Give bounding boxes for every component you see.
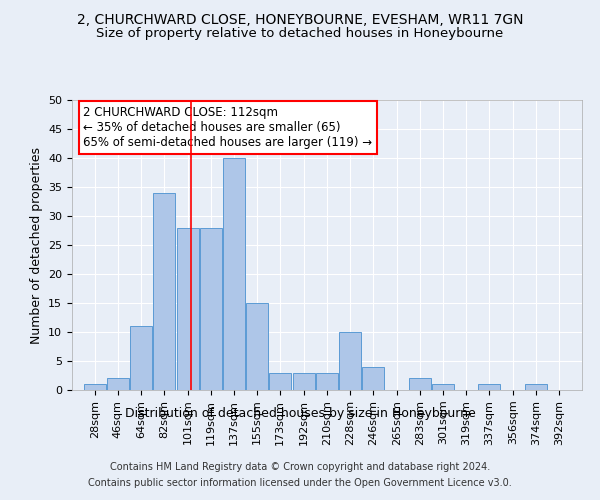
Bar: [316, 372, 338, 390]
Text: Size of property relative to detached houses in Honeybourne: Size of property relative to detached ho…: [97, 28, 503, 40]
Bar: [269, 372, 291, 390]
Bar: [362, 367, 384, 390]
Bar: [338, 332, 361, 390]
Bar: [177, 228, 199, 390]
Text: Distribution of detached houses by size in Honeybourne: Distribution of detached houses by size …: [125, 408, 475, 420]
Bar: [83, 384, 106, 390]
Bar: [200, 228, 222, 390]
Bar: [152, 193, 175, 390]
Bar: [432, 384, 454, 390]
Y-axis label: Number of detached properties: Number of detached properties: [29, 146, 43, 344]
Bar: [107, 378, 129, 390]
Bar: [130, 326, 152, 390]
Bar: [525, 384, 547, 390]
Bar: [478, 384, 500, 390]
Text: Contains HM Land Registry data © Crown copyright and database right 2024.: Contains HM Land Registry data © Crown c…: [110, 462, 490, 472]
Bar: [223, 158, 245, 390]
Text: 2, CHURCHWARD CLOSE, HONEYBOURNE, EVESHAM, WR11 7GN: 2, CHURCHWARD CLOSE, HONEYBOURNE, EVESHA…: [77, 12, 523, 26]
Text: Contains public sector information licensed under the Open Government Licence v3: Contains public sector information licen…: [88, 478, 512, 488]
Bar: [293, 372, 316, 390]
Bar: [409, 378, 431, 390]
Bar: [245, 303, 268, 390]
Text: 2 CHURCHWARD CLOSE: 112sqm
← 35% of detached houses are smaller (65)
65% of semi: 2 CHURCHWARD CLOSE: 112sqm ← 35% of deta…: [83, 106, 373, 149]
